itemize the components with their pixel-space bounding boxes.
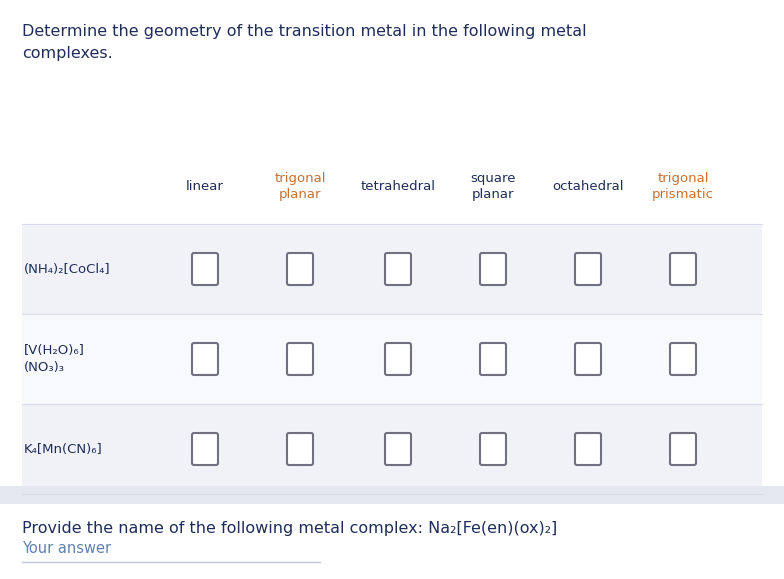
Text: Provide the name of the following metal complex: Na₂[Fe(en)(ox)₂]: Provide the name of the following metal … [22, 522, 557, 537]
Text: Determine the geometry of the transition metal in the following metal
complexes.: Determine the geometry of the transition… [22, 24, 586, 61]
Text: trigonal
prismatic: trigonal prismatic [652, 172, 714, 201]
FancyBboxPatch shape [192, 343, 218, 375]
Text: tetrahedral: tetrahedral [361, 180, 435, 193]
FancyBboxPatch shape [670, 433, 696, 465]
Bar [22, 314, 762, 404]
FancyBboxPatch shape [385, 343, 411, 375]
FancyBboxPatch shape [575, 343, 601, 375]
FancyBboxPatch shape [575, 433, 601, 465]
FancyBboxPatch shape [385, 433, 411, 465]
FancyBboxPatch shape [670, 343, 696, 375]
FancyBboxPatch shape [287, 433, 313, 465]
FancyBboxPatch shape [575, 253, 601, 285]
Text: square
planar: square planar [470, 172, 516, 201]
Text: [V(H₂O)₆]
(NO₃)₃: [V(H₂O)₆] (NO₃)₃ [24, 344, 85, 374]
FancyBboxPatch shape [192, 433, 218, 465]
Text: linear: linear [186, 180, 224, 193]
FancyBboxPatch shape [385, 253, 411, 285]
FancyBboxPatch shape [480, 343, 506, 375]
FancyBboxPatch shape [480, 253, 506, 285]
Text: trigonal
planar: trigonal planar [274, 172, 325, 201]
FancyBboxPatch shape [670, 253, 696, 285]
Text: Your answer: Your answer [22, 541, 111, 556]
Text: (NH₄)₂[CoCl₄]: (NH₄)₂[CoCl₄] [24, 262, 111, 276]
FancyBboxPatch shape [287, 253, 313, 285]
FancyBboxPatch shape [480, 433, 506, 465]
Bar [0, 486, 784, 504]
Bar [22, 404, 762, 494]
Text: K₄[Mn(CN)₆]: K₄[Mn(CN)₆] [24, 442, 103, 456]
FancyBboxPatch shape [192, 253, 218, 285]
FancyBboxPatch shape [287, 343, 313, 375]
Bar [22, 224, 762, 314]
Text: octahedral: octahedral [552, 180, 624, 193]
